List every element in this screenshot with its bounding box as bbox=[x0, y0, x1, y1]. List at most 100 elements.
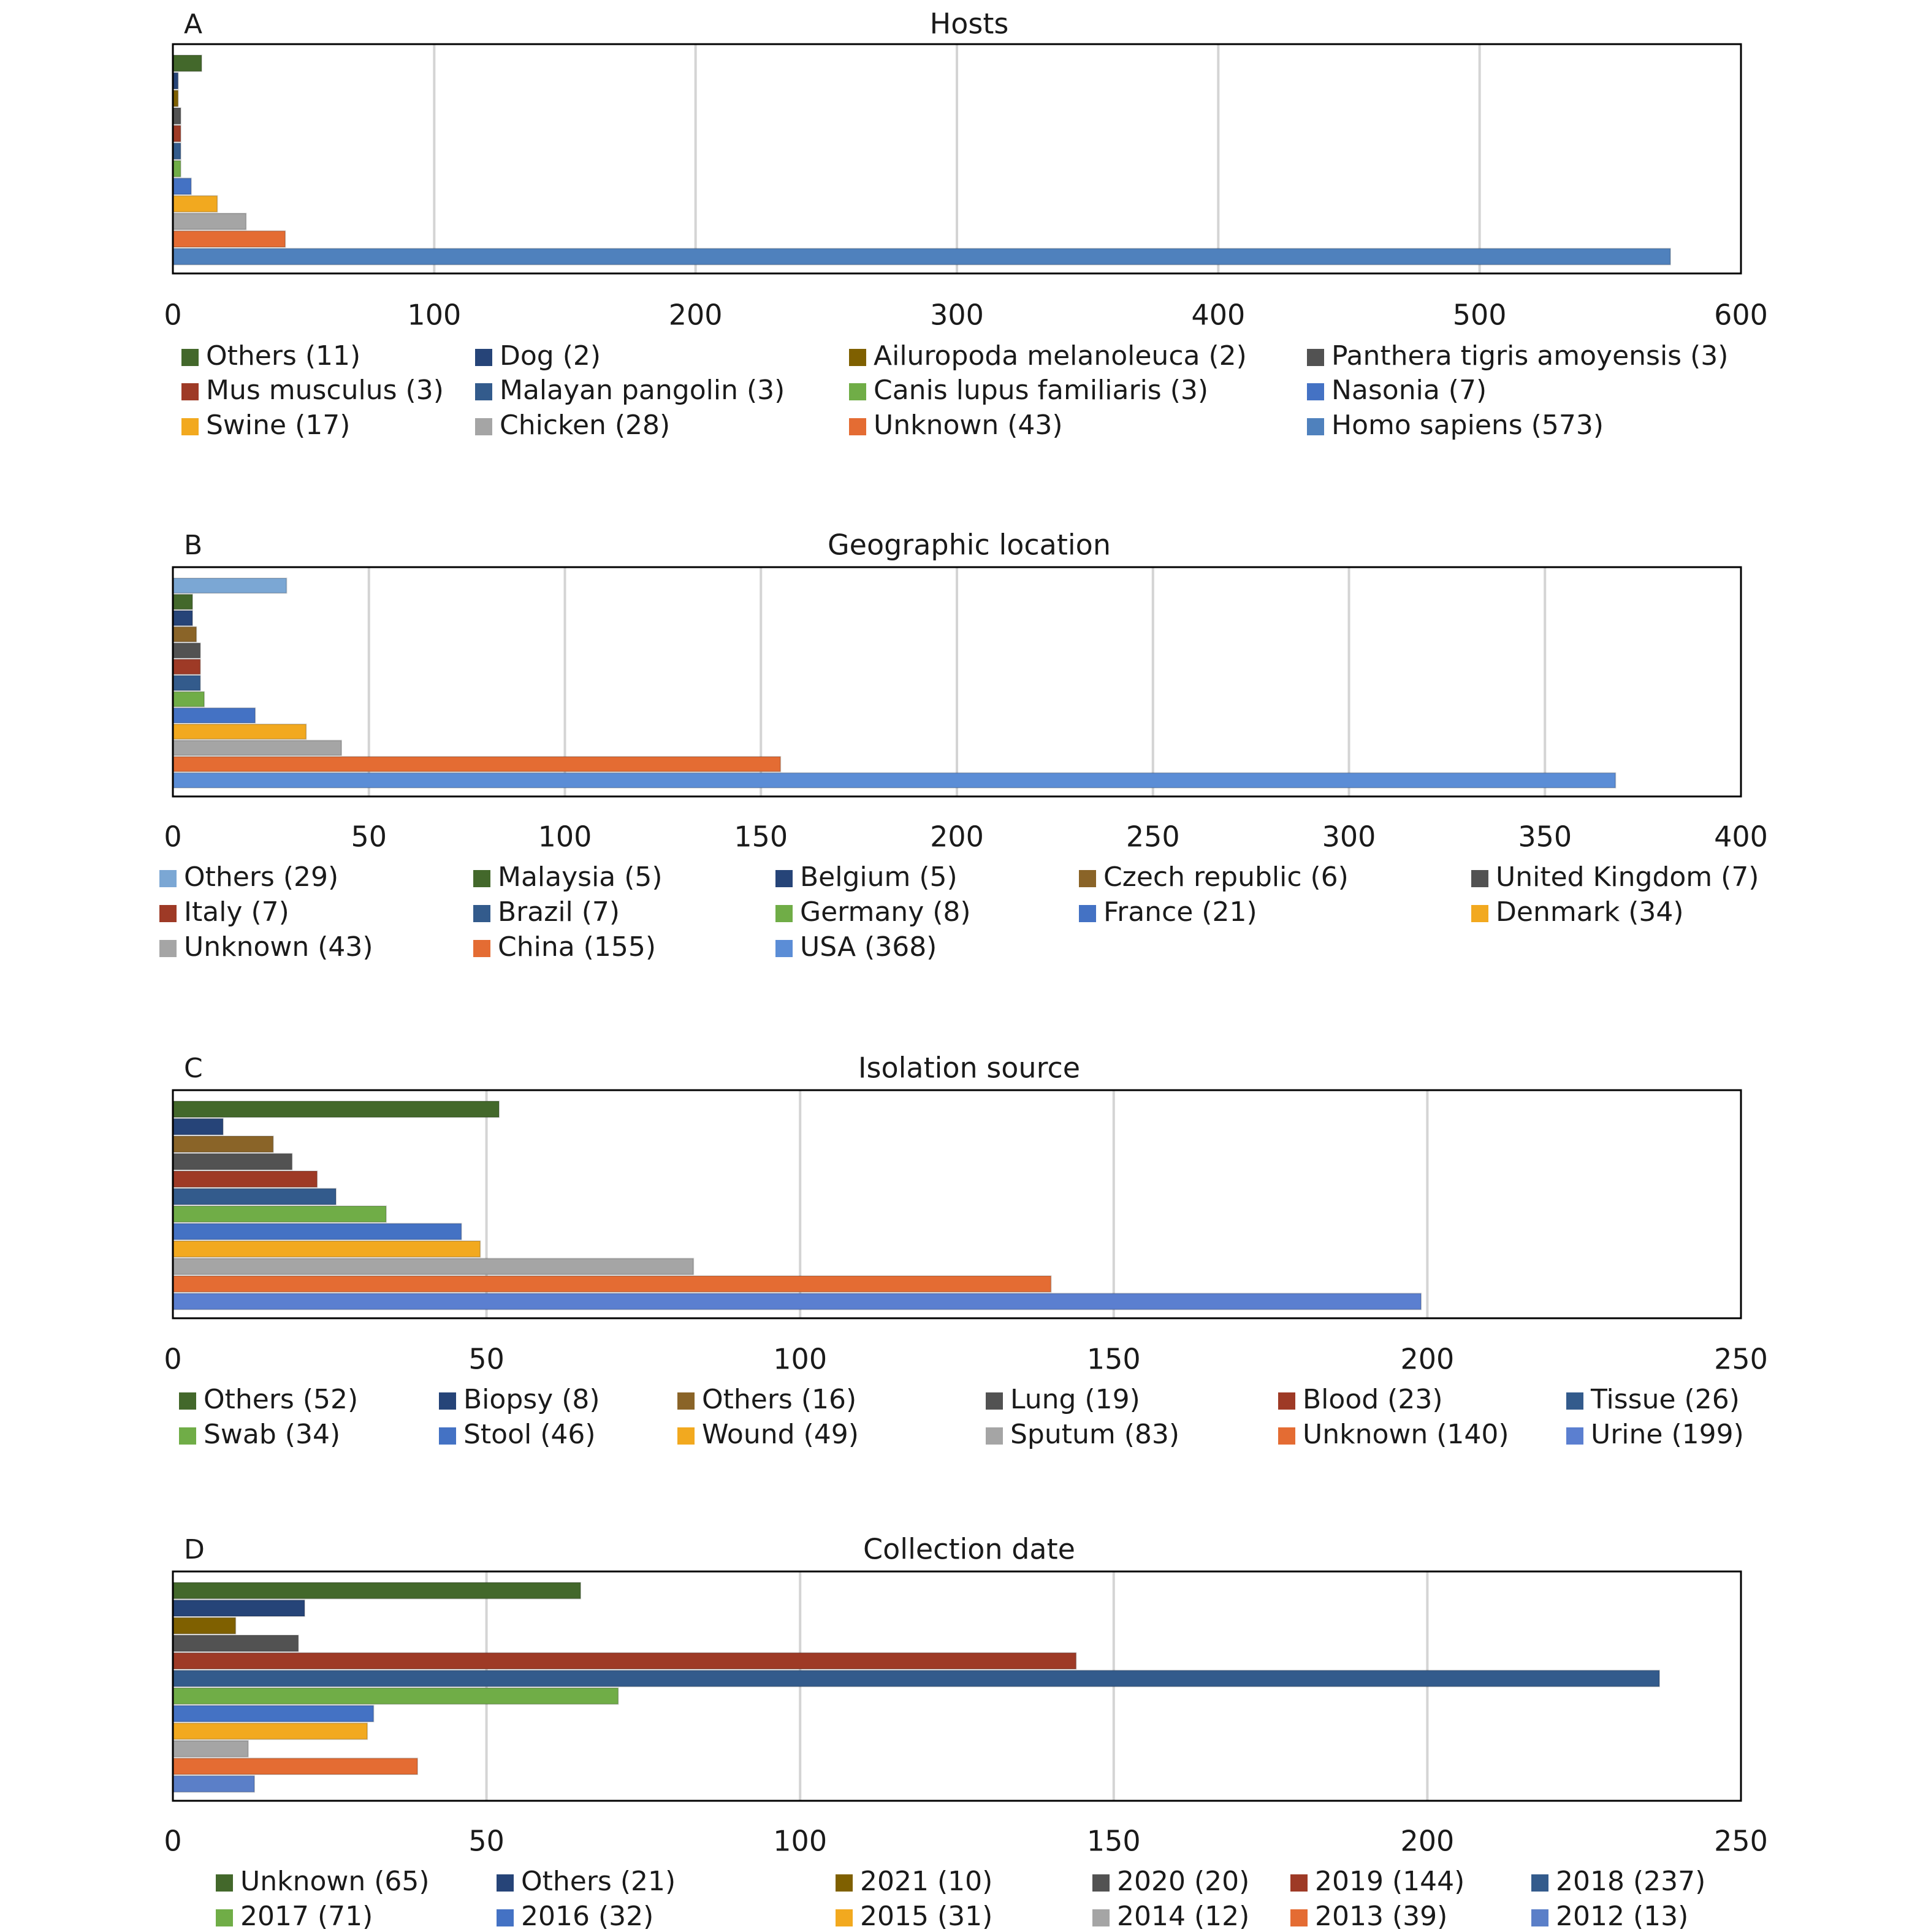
bar bbox=[172, 756, 782, 773]
legend-swatch bbox=[439, 1392, 456, 1410]
bar bbox=[172, 594, 193, 610]
legend-item: Unknown (43) bbox=[849, 410, 1063, 441]
bar bbox=[172, 107, 181, 125]
bar bbox=[172, 177, 192, 196]
plot-frame bbox=[172, 43, 1742, 275]
bar bbox=[172, 124, 181, 143]
x-tick-label: 500 bbox=[1453, 299, 1507, 332]
legend-item: 2015 (31) bbox=[836, 1901, 992, 1932]
x-tick-label: 300 bbox=[1322, 820, 1376, 853]
bar bbox=[172, 1599, 305, 1617]
legend-label: Others (16) bbox=[702, 1384, 856, 1415]
legend-label: Homo sapiens (573) bbox=[1331, 410, 1604, 441]
legend-label: Mus musculus (3) bbox=[206, 375, 444, 406]
legend-swatch bbox=[1092, 1874, 1110, 1892]
legend-label: United Kingdom (7) bbox=[1496, 861, 1759, 893]
bar bbox=[172, 1292, 1422, 1310]
legend-swatch bbox=[1278, 1427, 1295, 1445]
legend-swatch bbox=[159, 870, 177, 887]
legend-label: Nasonia (7) bbox=[1331, 375, 1487, 406]
legend-label: Germany (8) bbox=[800, 896, 971, 928]
bar bbox=[172, 691, 205, 708]
legend-item: China (155) bbox=[473, 931, 656, 963]
x-tick-label: 100 bbox=[773, 1825, 827, 1858]
legend-label: 2018 (237) bbox=[1556, 1866, 1705, 1897]
legend-label: Unknown (140) bbox=[1303, 1419, 1509, 1450]
legend-swatch bbox=[1290, 1909, 1308, 1926]
legend-label: Unknown (43) bbox=[874, 410, 1063, 441]
legend-swatch bbox=[1471, 870, 1488, 887]
legend-item: Lung (19) bbox=[986, 1384, 1140, 1415]
legend-swatch bbox=[475, 383, 492, 400]
legend-swatch bbox=[497, 1909, 514, 1926]
legend-swatch bbox=[986, 1427, 1003, 1445]
legend-item: Others (29) bbox=[159, 861, 338, 893]
bar bbox=[172, 578, 288, 594]
legend-label: Italy (7) bbox=[184, 896, 289, 928]
bar bbox=[172, 1101, 500, 1118]
legend-swatch bbox=[1079, 905, 1096, 922]
legend-swatch bbox=[179, 1392, 196, 1410]
x-tick-label: 0 bbox=[164, 1825, 181, 1858]
x-tick-label: 250 bbox=[1714, 1825, 1768, 1858]
legend-item: 2017 (71) bbox=[216, 1901, 373, 1932]
panel-label: D bbox=[184, 1534, 205, 1565]
bar bbox=[172, 1652, 1077, 1670]
legend-label: Unknown (43) bbox=[184, 931, 373, 963]
bar bbox=[172, 1775, 256, 1793]
bar bbox=[172, 1223, 462, 1240]
legend-label: Wound (49) bbox=[702, 1419, 859, 1450]
bar bbox=[172, 1722, 368, 1740]
bar bbox=[172, 1757, 419, 1776]
x-tick-label: 200 bbox=[669, 299, 723, 332]
legend-label: Unknown (65) bbox=[240, 1866, 430, 1897]
x-tick-label: 200 bbox=[1400, 1343, 1454, 1376]
legend-label: 2019 (144) bbox=[1315, 1866, 1464, 1897]
bar bbox=[172, 674, 201, 692]
legend-item: Others (52) bbox=[179, 1384, 358, 1415]
legend-swatch bbox=[181, 418, 199, 435]
legend-swatch bbox=[1079, 870, 1096, 887]
legend-item: Others (21) bbox=[497, 1866, 676, 1897]
bar bbox=[172, 195, 218, 213]
bar bbox=[172, 1670, 1660, 1687]
x-tick-label: 0 bbox=[164, 299, 181, 332]
legend-item: Ailuropoda melanoleuca (2) bbox=[849, 340, 1247, 372]
x-tick-label: 100 bbox=[407, 299, 461, 332]
legend-item: Swine (17) bbox=[181, 410, 350, 441]
legend-swatch bbox=[849, 349, 866, 366]
legend-swatch bbox=[439, 1427, 456, 1445]
x-tick-label: 350 bbox=[1518, 820, 1572, 853]
legend-item: Sputum (83) bbox=[986, 1419, 1179, 1450]
plot-frame bbox=[172, 1089, 1742, 1319]
legend-label: 2020 (20) bbox=[1117, 1866, 1249, 1897]
legend-label: Blood (23) bbox=[1303, 1384, 1443, 1415]
legend-label: Brazil (7) bbox=[498, 896, 620, 928]
legend-item: France (21) bbox=[1079, 896, 1257, 928]
legend-label: Malayan pangolin (3) bbox=[500, 375, 785, 406]
legend-item: Others (16) bbox=[677, 1384, 856, 1415]
legend-label: 2021 (10) bbox=[860, 1866, 992, 1897]
legend-item: Denmark (34) bbox=[1471, 896, 1684, 928]
legend-item: United Kingdom (7) bbox=[1471, 861, 1759, 893]
legend-label: Others (52) bbox=[204, 1384, 358, 1415]
legend-item: Germany (8) bbox=[775, 896, 971, 928]
legend-label: Denmark (34) bbox=[1496, 896, 1684, 928]
legend-item: 2019 (144) bbox=[1290, 1866, 1464, 1897]
legend-label: 2013 (39) bbox=[1315, 1901, 1447, 1932]
legend-swatch bbox=[1566, 1427, 1583, 1445]
legend-label: China (155) bbox=[498, 931, 656, 963]
legend-item: Italy (7) bbox=[159, 896, 289, 928]
legend-item: 2016 (32) bbox=[497, 1901, 653, 1932]
legend-item: 2018 (237) bbox=[1531, 1866, 1705, 1897]
panel-label: C bbox=[184, 1053, 203, 1084]
legend-label: Urine (199) bbox=[1591, 1419, 1744, 1450]
legend-swatch bbox=[1307, 383, 1324, 400]
legend-label: Canis lupus familiaris (3) bbox=[874, 375, 1208, 406]
legend-swatch bbox=[1566, 1392, 1583, 1410]
x-tick-label: 400 bbox=[1191, 299, 1245, 332]
legend-swatch bbox=[475, 349, 492, 366]
x-tick-label: 150 bbox=[734, 820, 788, 853]
legend-label: Chicken (28) bbox=[500, 410, 670, 441]
